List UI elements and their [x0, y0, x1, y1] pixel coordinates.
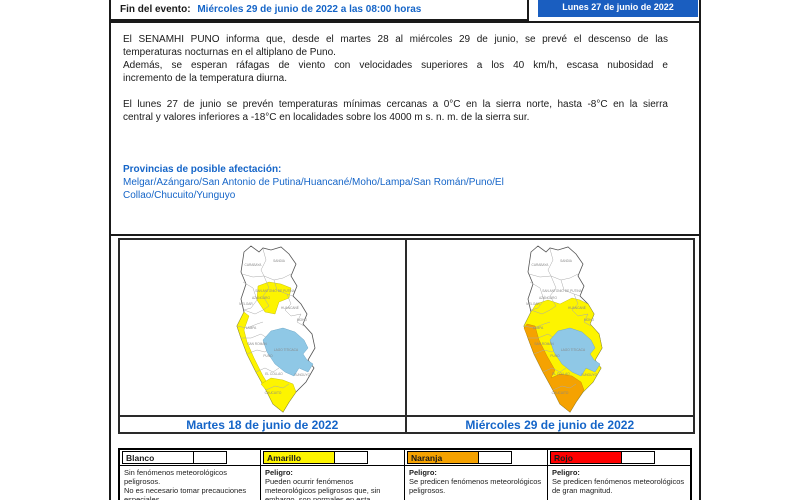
- amarillo-swatch-extra: [335, 451, 368, 464]
- provinces-heading: Provincias de posible afectación:: [123, 164, 282, 175]
- provinces-list-line: Melgar/Azángaro/San Antonio de Putina/Hu…: [123, 177, 504, 188]
- svg-text:SANDIA: SANDIA: [560, 259, 573, 263]
- svg-text:SAN ROMÁN: SAN ROMÁN: [534, 342, 554, 346]
- svg-text:EL COLLAO: EL COLLAO: [552, 372, 570, 376]
- province-labels: CARABAYA SANDIA SAN ANTONIO DE PUTINA AZ…: [526, 259, 597, 395]
- province-borders: [523, 248, 591, 391]
- svg-text:YUNGUYO: YUNGUYO: [294, 373, 311, 377]
- naranja-swatch-extra: [479, 451, 512, 464]
- blanco-description: Sin fenómenos meteorológicos peligrosos.…: [120, 465, 260, 500]
- puno-map-tuesday: CARABAYA SANDIA SAN ANTONIO DE PUTINA AZ…: [236, 245, 316, 413]
- body-line: central y valores inferiores a -18°C en …: [123, 112, 530, 123]
- warning-legend-table: Blanco Sin fenómenos meteorológicos peli…: [118, 448, 692, 500]
- map-cell-tuesday: CARABAYA SANDIA SAN ANTONIO DE PUTINA AZ…: [120, 240, 407, 432]
- svg-text:YUNGUYO: YUNGUYO: [580, 373, 597, 377]
- svg-text:EL COLLAO: EL COLLAO: [265, 372, 283, 376]
- lake-titicaca: [262, 327, 314, 377]
- svg-text:SAN ANTONIO DE PUTINA: SAN ANTONIO DE PUTINA: [542, 289, 582, 293]
- issue-date-text: Lunes 27 de junio de 2022: [562, 2, 674, 12]
- legend-col-amarillo: Amarillo Peligro: Pueden ocurrir fenómen…: [260, 450, 404, 500]
- rojo-swatch: Rojo: [550, 451, 622, 464]
- svg-text:LAGO TITICACA: LAGO TITICACA: [274, 348, 299, 352]
- body-line: Además, se esperan ráfagas de viento con…: [123, 60, 668, 71]
- svg-text:MELGAR: MELGAR: [526, 302, 540, 306]
- provinces-block: Provincias de posible afectación: Melgar…: [123, 163, 687, 202]
- map-cell-wednesday: CARABAYA SANDIA SAN ANTONIO DE PUTINA AZ…: [406, 240, 693, 432]
- body-line: incremento de la temperatura diurna.: [123, 73, 287, 84]
- svg-text:CARABAYA: CARABAYA: [531, 263, 549, 267]
- province-borders: [236, 248, 305, 391]
- amarillo-description: Peligro: Pueden ocurrir fenómenos meteor…: [261, 465, 404, 500]
- svg-text:HUANCANÉ: HUANCANÉ: [568, 305, 586, 310]
- puno-map-wednesday: CARABAYA SANDIA SAN ANTONIO DE PUTINA AZ…: [523, 245, 602, 413]
- event-end-value: Miércoles 29 de junio de 2022 a las 08:0…: [197, 4, 422, 15]
- naranja-description: Peligro: Se predicen fenómenos meteoroló…: [405, 465, 547, 500]
- naranja-swatch: Naranja: [407, 451, 479, 464]
- map-caption-wednesday: Miércoles 29 de junio de 2022: [406, 415, 693, 432]
- legend-col-blanco: Blanco Sin fenómenos meteorológicos peli…: [120, 450, 260, 500]
- body-line: temperaturas nocturnas en el altiplano d…: [123, 47, 336, 58]
- svg-text:SAN ROMÁN: SAN ROMÁN: [247, 342, 267, 346]
- blanco-swatch-extra: [194, 451, 227, 464]
- content-frame: [109, 0, 701, 500]
- svg-text:AZÁNGARO: AZÁNGARO: [252, 296, 270, 300]
- svg-text:SAN ANTONIO DE PUTINA: SAN ANTONIO DE PUTINA: [255, 289, 295, 293]
- lake-titicaca: [549, 327, 600, 377]
- rojo-swatch-extra: [622, 451, 655, 464]
- legend-col-rojo: Rojo Peligro: Se predicen fenómenos mete…: [547, 450, 690, 500]
- bulletin-text-box: El SENAMHI PUNO informa que, desde el ma…: [109, 21, 701, 236]
- svg-text:LAGO TITICACA: LAGO TITICACA: [560, 348, 585, 352]
- svg-text:LAMPA: LAMPA: [246, 326, 257, 330]
- svg-text:MOHO: MOHO: [297, 318, 307, 322]
- issue-date-box: Lunes 27 de junio de 2022: [538, 0, 698, 17]
- svg-text:MOHO: MOHO: [584, 318, 594, 322]
- body-line: El SENAMHI PUNO informa que, desde el ma…: [123, 34, 668, 45]
- blanco-swatch: Blanco: [122, 451, 194, 464]
- province-labels: CARABAYA SANDIA SAN ANTONIO DE PUTINA AZ…: [239, 259, 310, 395]
- svg-text:PUNO: PUNO: [263, 354, 273, 358]
- svg-text:CHUCUITO: CHUCUITO: [551, 391, 568, 395]
- warning-area-yellow-south: [260, 377, 297, 413]
- amarillo-swatch: Amarillo: [263, 451, 335, 464]
- provinces-list-line: Collao/Chucuito/Yunguyo: [123, 190, 236, 201]
- svg-text:CARABAYA: CARABAYA: [245, 263, 263, 267]
- svg-text:CHUCUITO: CHUCUITO: [265, 391, 282, 395]
- event-end-label: Fin del evento:: [120, 4, 191, 15]
- rojo-description: Peligro: Se predicen fenómenos meteoroló…: [548, 465, 690, 500]
- event-end-row: Fin del evento: Miércoles 29 de junio de…: [109, 0, 529, 21]
- maps-table: CARABAYA SANDIA SAN ANTONIO DE PUTINA AZ…: [118, 238, 695, 434]
- svg-text:LAMPA: LAMPA: [532, 326, 543, 330]
- svg-text:AZÁNGARO: AZÁNGARO: [539, 296, 557, 300]
- body-line: El lunes 27 de junio se prevén temperatu…: [123, 99, 668, 110]
- svg-text:SANDIA: SANDIA: [273, 259, 286, 263]
- svg-text:PUNO: PUNO: [550, 354, 560, 358]
- legend-col-naranja: Naranja Peligro: Se predicen fenómenos m…: [404, 450, 547, 500]
- svg-text:HUANCANÉ: HUANCANÉ: [281, 305, 299, 310]
- svg-text:MELGAR: MELGAR: [239, 302, 253, 306]
- map-caption-tuesday: Martes 18 de junio de 2022: [120, 415, 405, 432]
